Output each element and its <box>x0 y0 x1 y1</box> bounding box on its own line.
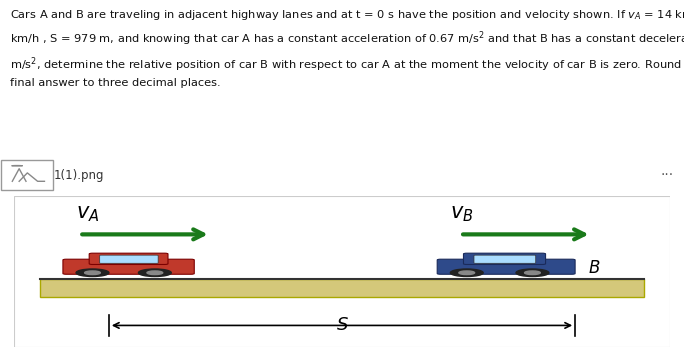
FancyBboxPatch shape <box>63 259 194 274</box>
FancyBboxPatch shape <box>464 253 546 265</box>
Bar <box>40 279 644 297</box>
Circle shape <box>85 271 101 274</box>
Text: $\mathit{v}_B$: $\mathit{v}_B$ <box>450 204 474 224</box>
FancyBboxPatch shape <box>100 255 158 263</box>
Circle shape <box>450 269 483 277</box>
Circle shape <box>525 271 540 274</box>
Text: ···: ··· <box>661 168 674 182</box>
Text: $A$: $A$ <box>176 259 189 277</box>
FancyBboxPatch shape <box>474 255 536 263</box>
Text: Cars A and B are traveling in adjacent highway lanes and at t = 0 s have the pos: Cars A and B are traveling in adjacent h… <box>10 8 684 88</box>
Circle shape <box>76 269 109 277</box>
Circle shape <box>516 269 549 277</box>
Text: 1(1).png: 1(1).png <box>53 168 104 182</box>
Circle shape <box>138 269 171 277</box>
FancyBboxPatch shape <box>14 196 670 346</box>
Text: $B$: $B$ <box>588 259 601 277</box>
Text: $S$: $S$ <box>336 316 348 335</box>
FancyBboxPatch shape <box>89 253 168 265</box>
Circle shape <box>459 271 475 274</box>
FancyBboxPatch shape <box>1 160 53 190</box>
Circle shape <box>147 271 163 274</box>
FancyBboxPatch shape <box>437 259 575 274</box>
Text: $\mathit{v}_A$: $\mathit{v}_A$ <box>76 204 99 224</box>
